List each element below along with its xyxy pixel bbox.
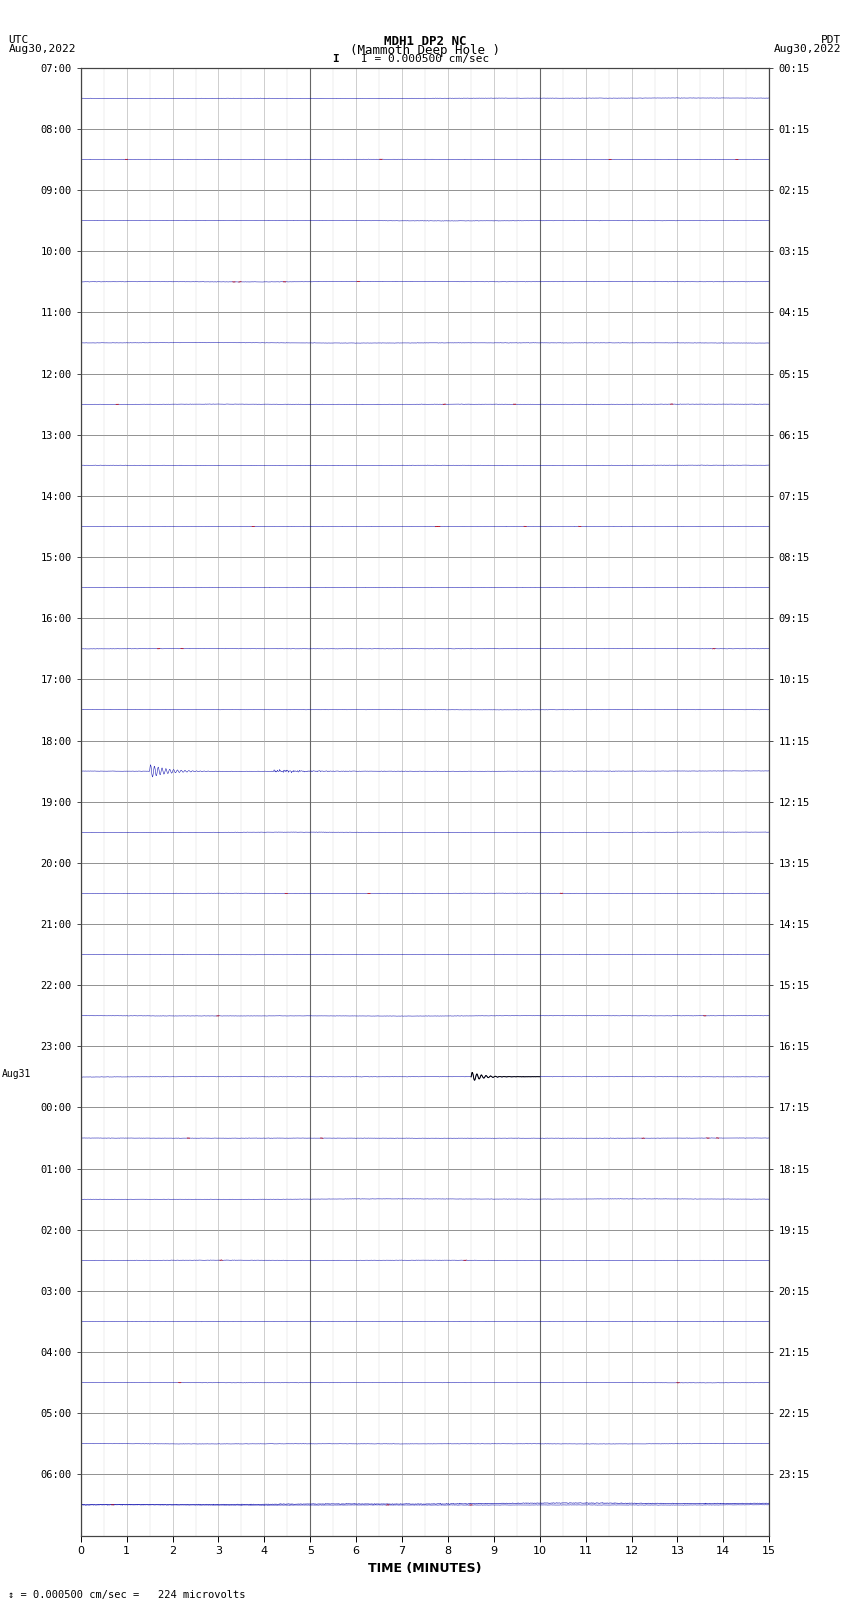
Text: (Mammoth Deep Hole ): (Mammoth Deep Hole ) [350,44,500,58]
Text: I: I [332,53,339,63]
Text: Aug31: Aug31 [2,1069,31,1079]
Text: PDT: PDT [821,35,842,45]
Text: Aug30,2022: Aug30,2022 [8,44,76,55]
X-axis label: TIME (MINUTES): TIME (MINUTES) [368,1561,482,1574]
Text: I = 0.000500 cm/sec: I = 0.000500 cm/sec [361,53,489,63]
Text: UTC: UTC [8,35,29,45]
Text: Aug30,2022: Aug30,2022 [774,44,842,55]
Text: ↕ = 0.000500 cm/sec =   224 microvolts: ↕ = 0.000500 cm/sec = 224 microvolts [8,1590,246,1600]
Text: MDH1 DP2 NC: MDH1 DP2 NC [383,35,467,48]
